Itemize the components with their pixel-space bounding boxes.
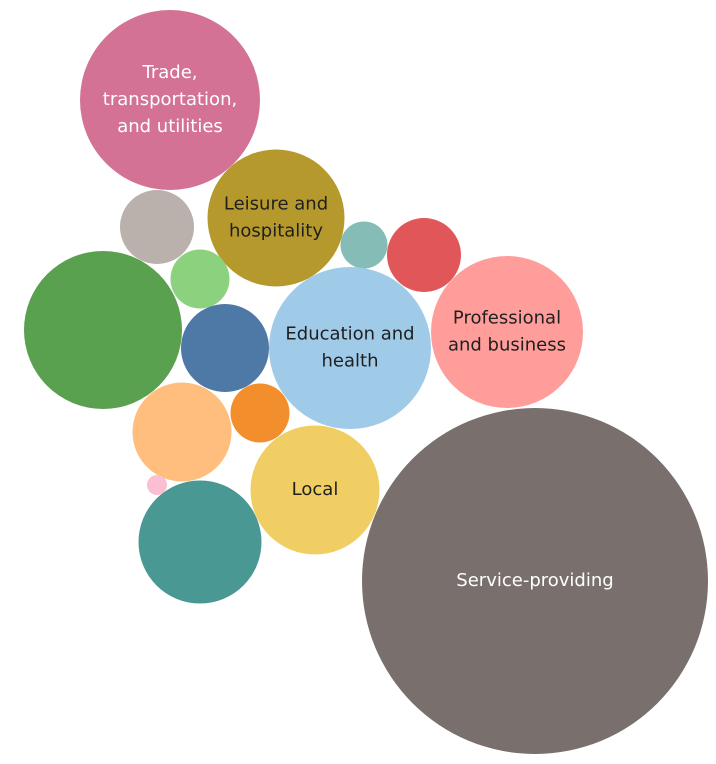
bubble[interactable]	[230, 383, 290, 443]
bubble[interactable]	[387, 218, 461, 292]
bubble[interactable]: Professional and business	[431, 256, 583, 408]
bubble-label-line: and utilities	[117, 116, 223, 137]
bubble[interactable]	[147, 475, 167, 495]
bubble-label: Local	[292, 479, 339, 500]
bubble[interactable]: Leisure and hospitality	[207, 149, 345, 287]
bubble-circle[interactable]	[387, 218, 461, 292]
bubble-circle[interactable]	[250, 425, 380, 555]
bubble-label-line: transportation,	[103, 89, 237, 110]
bubble-circle[interactable]	[207, 149, 345, 287]
bubble-label: Leisure and hospitality	[224, 194, 328, 242]
bubble-circle[interactable]	[120, 190, 194, 264]
bubble-label: Professional and business	[448, 308, 566, 356]
bubble[interactable]	[340, 221, 388, 269]
bubble[interactable]	[138, 480, 262, 604]
bubble-label: Trade, transportation, and utilities	[103, 62, 237, 137]
bubble-label-line: Service-providing	[456, 570, 613, 591]
bubble-label: Service-providing	[456, 570, 613, 591]
bubble-circle[interactable]	[132, 382, 232, 482]
bubble-label-line: Education and	[285, 324, 414, 345]
bubble-circle[interactable]	[431, 256, 583, 408]
bubble-label-line: Professional	[453, 308, 561, 329]
bubble-circle[interactable]	[147, 475, 167, 495]
bubble-circle[interactable]	[269, 267, 431, 429]
bubble-circle[interactable]	[80, 10, 260, 190]
bubble-circle[interactable]	[138, 480, 262, 604]
bubble-label-line: and business	[448, 335, 566, 356]
bubble-circle[interactable]	[340, 221, 388, 269]
bubble[interactable]	[170, 249, 230, 309]
bubble[interactable]: Local	[250, 425, 380, 555]
bubble[interactable]: Service-providing	[362, 408, 708, 754]
bubble-circle[interactable]	[181, 304, 269, 392]
bubble[interactable]	[181, 304, 269, 392]
bubble-circle[interactable]	[230, 383, 290, 443]
bubble[interactable]	[120, 190, 194, 264]
bubble-circle[interactable]	[24, 251, 182, 409]
bubble-label-line: Local	[292, 479, 339, 500]
bubble-label: Education and health	[285, 324, 414, 372]
bubble[interactable]: Education and health	[269, 267, 431, 429]
bubble-label-line: Leisure and	[224, 194, 328, 215]
bubble-circle[interactable]	[362, 408, 708, 754]
bubble[interactable]	[132, 382, 232, 482]
bubble[interactable]: Trade, transportation, and utilities	[80, 10, 260, 190]
bubble[interactable]	[24, 251, 182, 409]
bubble-circle[interactable]	[170, 249, 230, 309]
bubble-label-line: hospitality	[229, 221, 323, 242]
bubble-label-line: health	[322, 351, 379, 372]
bubble-label-line: Trade,	[141, 62, 197, 83]
